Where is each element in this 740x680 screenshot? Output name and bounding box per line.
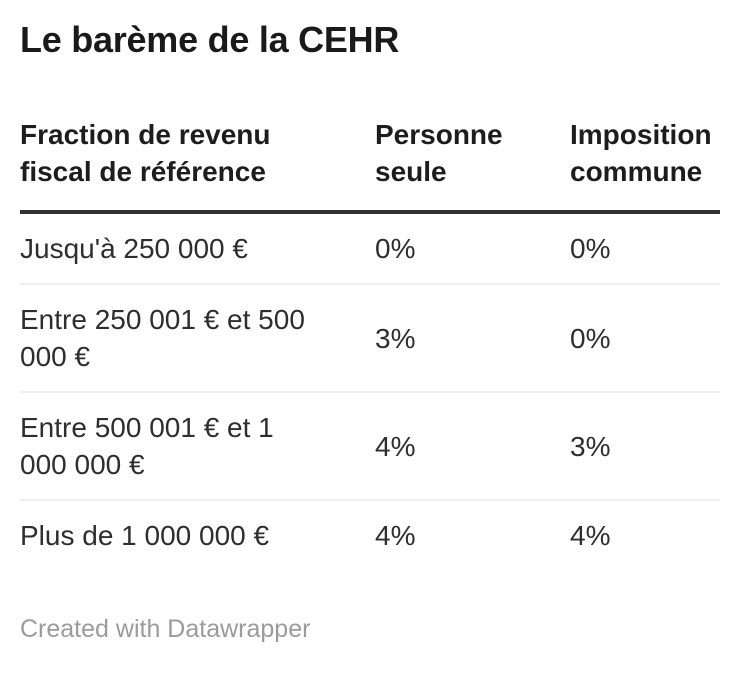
cell-fraction: Entre 250 001 € et 500 000 €: [20, 284, 375, 393]
cell-rate-single: 4%: [375, 520, 416, 551]
table-row: Plus de 1 000 000 € 4% 4%: [20, 500, 720, 570]
col-header-fraction: Fraction de revenu fiscal de référence: [20, 116, 375, 214]
col-header-imposition-commune: Imposition commune: [570, 116, 720, 214]
page-title: Le barème de la CEHR: [20, 19, 400, 60]
cell-fraction: Plus de 1 000 000 €: [20, 520, 270, 551]
cell-fraction: Jusqu'à 250 000 €: [20, 212, 375, 285]
data-table: Fraction de revenu fiscal de référence P…: [20, 116, 720, 570]
cell-rate-single: 3%: [375, 284, 570, 393]
cell-rate-common: 4%: [570, 520, 611, 551]
chart-container: Le barème de la CEHR Fraction de revenu …: [0, 18, 740, 644]
datawrapper-credit: Created with Datawrapper: [20, 615, 311, 643]
table-row: Jusqu'à 250 000 € 0% 0%: [20, 212, 720, 285]
table-row: Entre 500 001 € et 1 000 000 € 4% 3%: [20, 392, 720, 501]
table-row: Entre 250 001 € et 500 000 € 3% 0%: [20, 284, 720, 393]
cell-rate-common: 3%: [570, 392, 720, 501]
cell-rate-single: 4%: [375, 392, 570, 501]
cell-fraction: Entre 500 001 € et 1 000 000 €: [20, 392, 375, 501]
cell-rate-single: 0%: [375, 212, 570, 285]
cell-rate-common: 0%: [570, 212, 720, 285]
col-header-personne-seule: Personne seule: [375, 116, 570, 214]
table-header-row: Fraction de revenu fiscal de référence P…: [20, 116, 720, 214]
cell-rate-common: 0%: [570, 284, 720, 393]
